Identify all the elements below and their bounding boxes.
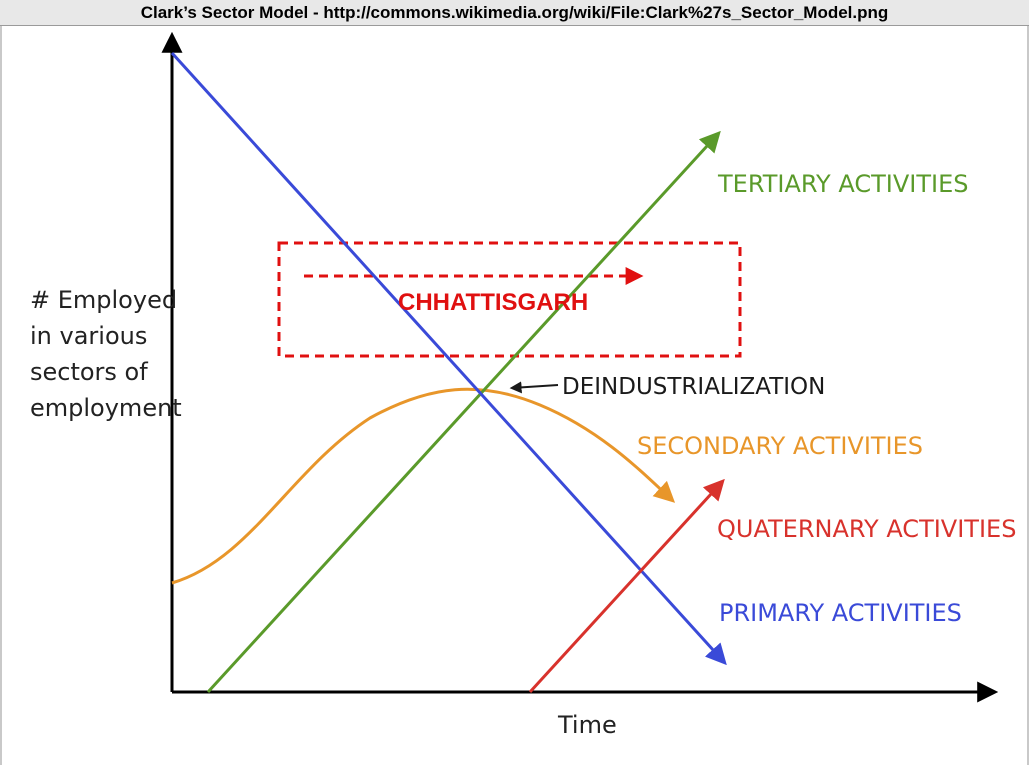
quaternary-line [528, 478, 725, 694]
y-axis-label: # Employed in various sectors of employm… [30, 286, 185, 422]
figure-frame [0, 26, 1029, 765]
tertiary-line [206, 130, 721, 694]
primary-line [170, 51, 727, 666]
secondary-curve [171, 387, 676, 585]
highlight-box [277, 241, 742, 358]
y-axis-label-line-3: sectors of [30, 358, 148, 386]
label-quaternary-activities: QUATERNARY ACTIVITIES [717, 515, 1016, 543]
x-axis-label: Time [557, 711, 617, 739]
deindustrialization-arrow [509, 381, 559, 394]
label-deindustrialization: DEINDUSTRIALIZATION [562, 374, 825, 400]
y-axis-label-line-4: employment [30, 394, 182, 422]
label-primary-activities: PRIMARY ACTIVITIES [719, 599, 962, 627]
header-title: Clark’s Sector Model - http://commons.wi… [0, 0, 1029, 26]
label-chhattisgarh: CHHATTISGARH [398, 289, 588, 316]
y-axis-label-line-2: in various [30, 322, 147, 350]
label-secondary-activities: SECONDARY ACTIVITIES [637, 432, 923, 460]
label-tertiary-activities: TERTIARY ACTIVITIES [717, 170, 968, 198]
y-axis-label-line-1: # Employed [30, 286, 177, 314]
